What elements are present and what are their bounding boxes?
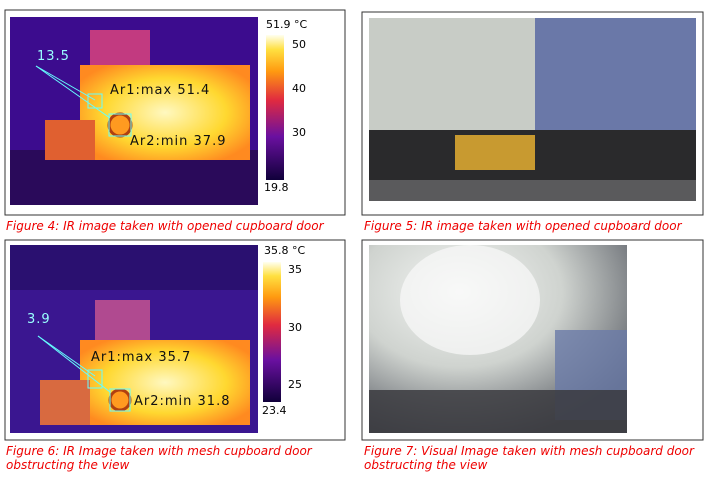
scale-min: 19.8 <box>264 181 289 194</box>
color-scale <box>266 35 284 180</box>
scale-max: 35.8 °C <box>264 244 305 257</box>
area-max: Ar1:max 35.7 <box>91 350 191 365</box>
spot-label: 3.9 <box>27 312 51 327</box>
area-min: Ar2:min 37.9 <box>130 134 226 149</box>
scale-min: 23.4 <box>262 404 287 417</box>
caption: Figure 6: IR Image taken with mesh cupbo… <box>6 444 312 472</box>
scale-tick: 40 <box>292 82 306 95</box>
ir-image: 13.5 Ar1:max 51.4 Ar2:min 37.9 <box>10 17 258 205</box>
scale-tick: 30 <box>292 126 306 139</box>
caption: Figure 4: IR image taken with opened cup… <box>6 219 324 233</box>
scale-tick: 35 <box>288 263 302 276</box>
scale-tick: 30 <box>288 321 302 334</box>
photo <box>369 245 627 433</box>
photo <box>369 18 696 201</box>
color-scale <box>263 262 281 402</box>
scale-tick: 50 <box>292 38 306 51</box>
area-max: Ar1:max 51.4 <box>110 83 210 98</box>
ir-image: 3.9 Ar1:max 35.7 Ar2:min 31.8 <box>10 245 258 433</box>
scale-max: 51.9 °C <box>266 18 307 31</box>
area-min: Ar2:min 31.8 <box>134 394 230 409</box>
caption: Figure 7: Visual Image taken with mesh c… <box>364 444 694 472</box>
caption: Figure 5: IR image taken with opened cup… <box>364 219 682 233</box>
spot-label: 13.5 <box>37 49 70 64</box>
scale-tick: 25 <box>288 378 302 391</box>
